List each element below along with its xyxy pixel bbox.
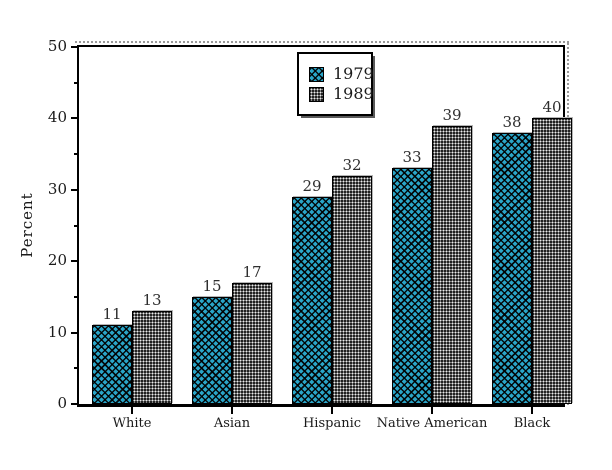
y-axis-tick-label: 20 — [47, 251, 67, 270]
x-axis-category-label: Asian — [213, 416, 251, 431]
x-axis-tick — [431, 407, 433, 414]
y-axis-minor-tick — [74, 81, 79, 84]
y-axis-minor-tick — [74, 367, 79, 370]
x-axis-category-label: Hispanic — [302, 416, 362, 431]
bar-value-label: 32 — [342, 155, 362, 174]
plot-area: 0 10 20 30 40 50 11 13 White 15 17 Asian 29 32 Hispani… — [48, 39, 572, 431]
frame-dotted-top-line — [75, 41, 569, 43]
bar-1979-hispanic — [292, 196, 332, 404]
x-axis-tick — [231, 407, 233, 414]
bar-1989-native-american — [432, 125, 472, 404]
y-axis-tick-label: 10 — [47, 322, 67, 341]
x-axis-category-label: Native American — [376, 416, 488, 431]
y-axis-tick-label: 0 — [57, 394, 67, 412]
legend-swatch-1989 — [309, 86, 324, 102]
y-axis-major-tick — [71, 403, 79, 405]
bar-1989-white — [132, 311, 172, 404]
bar-value-label: 13 — [142, 291, 162, 310]
bar-1979-asian — [192, 296, 232, 404]
bar-value-label: 29 — [302, 176, 322, 195]
bar-1989-hispanic — [332, 175, 372, 404]
bar-1979-native-american — [392, 168, 432, 404]
x-axis-tick — [131, 407, 133, 414]
y-axis-major-tick — [71, 331, 79, 334]
y-axis-major-tick — [71, 188, 79, 191]
y-axis-major-tick — [71, 260, 79, 263]
legend-label-1989: 1989 — [333, 84, 374, 103]
y-axis-minor-tick — [74, 153, 79, 156]
x-axis-category-label: Black — [513, 416, 551, 431]
legend: 1979 1989 — [297, 52, 374, 116]
bar-value-label: 38 — [502, 112, 522, 131]
bar-value-label: 39 — [442, 105, 462, 124]
legend-label-1979: 1979 — [333, 64, 374, 83]
y-axis-title: Percent — [18, 192, 36, 258]
y-axis-minor-tick — [74, 224, 79, 227]
bar-value-label: 17 — [242, 262, 262, 281]
bar-1989-black — [532, 118, 572, 404]
x-axis-tick — [531, 407, 533, 414]
bar-1979-white — [92, 325, 132, 404]
legend-item-1989: 1989 — [309, 84, 374, 103]
x-axis-category-label: White — [112, 416, 152, 431]
y-axis-tick-label: 40 — [47, 108, 67, 127]
y-axis-major-tick — [71, 117, 79, 120]
y-axis-tick-label: 30 — [47, 179, 67, 198]
bar-1979-black — [492, 132, 532, 404]
bar-1989-asian — [232, 282, 272, 404]
y-axis-major-tick — [71, 46, 79, 48]
y-axis-tick-label: 50 — [47, 37, 67, 55]
bar-value-label: 33 — [402, 148, 422, 167]
legend-swatch-1979 — [309, 66, 324, 82]
x-axis-tick — [331, 407, 333, 414]
bar-value-label: 15 — [202, 276, 222, 295]
legend-item-1979: 1979 — [309, 64, 374, 83]
bar-value-label: 11 — [102, 305, 122, 324]
y-axis-minor-tick — [74, 295, 79, 298]
bar-value-label: 40 — [542, 98, 562, 117]
